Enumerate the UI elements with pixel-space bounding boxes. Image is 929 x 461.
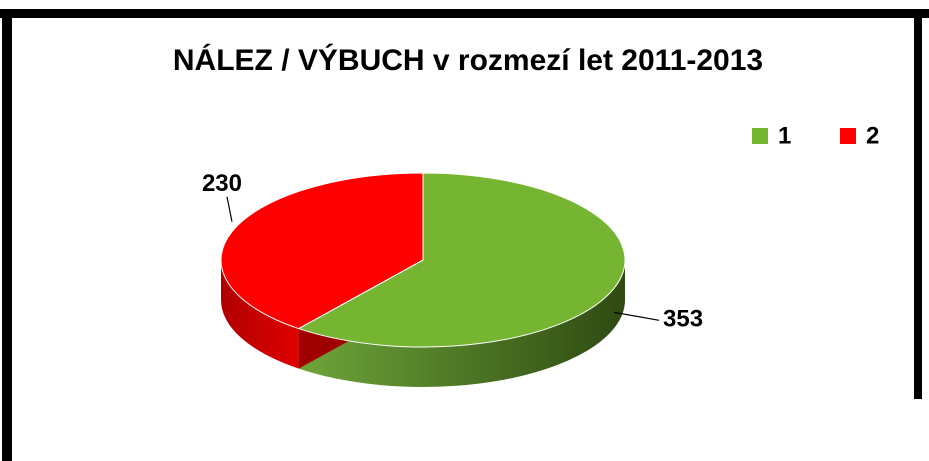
data-label: 230: [202, 170, 242, 197]
legend-swatch: [752, 128, 768, 144]
frame-top: [0, 9, 929, 18]
chart-title: NÁLEZ / VÝBUCH v rozmezí let 2011-2013: [173, 43, 763, 77]
leader-line: [226, 196, 233, 222]
leader-line: [613, 311, 660, 321]
frame-right: [914, 9, 922, 399]
data-label: 353: [663, 306, 703, 333]
legend-swatch: [840, 128, 856, 144]
pie-side: [298, 260, 625, 388]
pie-slice: [297, 172, 626, 348]
pie-slice: [220, 172, 424, 330]
frame-left: [2, 9, 12, 461]
legend-label: 1: [778, 122, 791, 149]
pie-side: [221, 260, 299, 369]
legend-label: 2: [866, 122, 879, 149]
